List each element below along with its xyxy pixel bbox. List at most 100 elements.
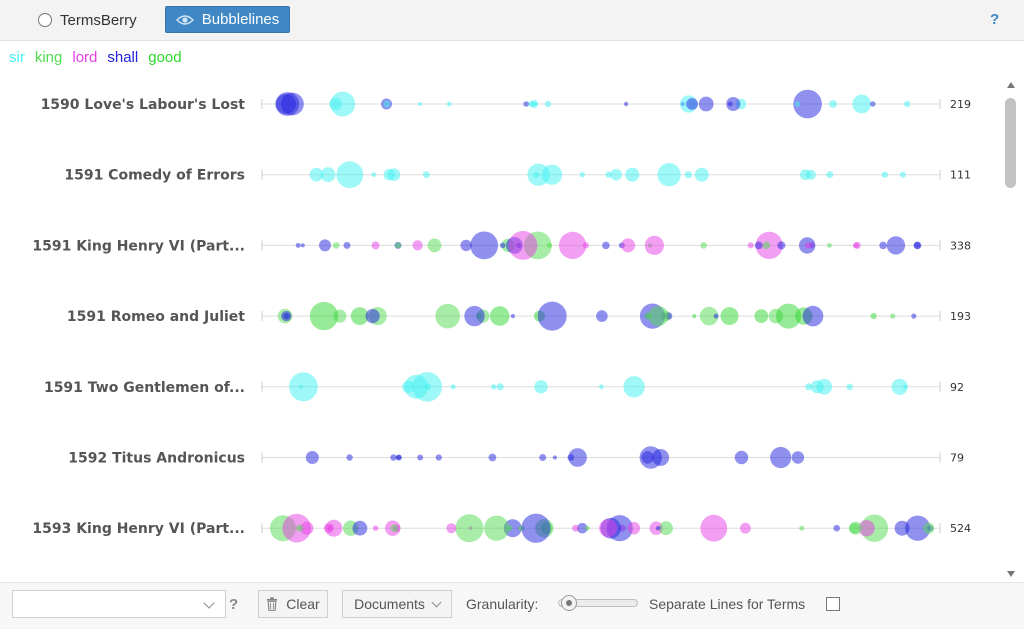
term-bubble[interactable]	[686, 98, 698, 110]
term-bubble[interactable]	[610, 168, 622, 181]
term-search-input[interactable]	[13, 591, 198, 617]
term-bubble[interactable]	[833, 524, 840, 532]
tab-bubblelines[interactable]: Bubblelines	[165, 6, 290, 33]
term-bubble[interactable]	[852, 94, 872, 114]
term-bubble[interactable]	[903, 384, 908, 389]
clear-button[interactable]: Clear	[258, 590, 328, 618]
term-bubble[interactable]	[395, 242, 402, 249]
term-bubble[interactable]	[791, 451, 805, 464]
term-bubble[interactable]	[295, 242, 301, 248]
term-bubble[interactable]	[281, 310, 292, 322]
term-bubble[interactable]	[447, 101, 452, 107]
term-bubble[interactable]	[599, 519, 618, 538]
term-bubble[interactable]	[387, 168, 401, 181]
term-bubble[interactable]	[734, 450, 749, 465]
document-label[interactable]: 1591 Romeo and Juliet	[67, 309, 245, 325]
tab-termsberry[interactable]: TermsBerry	[38, 9, 137, 31]
term-bubble[interactable]	[700, 242, 707, 249]
vertical-scrollbar[interactable]	[1004, 82, 1019, 577]
term-bubble[interactable]	[904, 100, 911, 108]
term-bubble[interactable]	[390, 454, 397, 461]
document-label[interactable]: 1591 King Henry VI (Part...	[32, 238, 245, 254]
term-bubble[interactable]	[762, 241, 771, 250]
term-bubble[interactable]	[853, 241, 861, 249]
term-bubble[interactable]	[699, 306, 719, 326]
term-bubble[interactable]	[577, 522, 588, 534]
term-bubble[interactable]	[568, 448, 587, 467]
term-bubble[interactable]	[599, 384, 604, 390]
term-bubble[interactable]	[726, 97, 741, 111]
term-bubble[interactable]	[330, 91, 356, 117]
term-bubble[interactable]	[305, 451, 319, 464]
term-bubble[interactable]	[455, 514, 484, 543]
term-bubble[interactable]	[623, 101, 629, 107]
term-bubble[interactable]	[365, 309, 380, 324]
term-bubble[interactable]	[424, 383, 432, 390]
term-bubble[interactable]	[464, 305, 485, 327]
term-bubble[interactable]	[905, 515, 931, 541]
document-label[interactable]: 1591 Two Gentlemen of...	[44, 380, 245, 396]
term-bubble[interactable]	[881, 171, 888, 178]
term-bubble[interactable]	[491, 384, 497, 390]
document-label[interactable]: 1591 Comedy of Errors	[64, 168, 245, 184]
term-bubble[interactable]	[694, 167, 709, 182]
term-bubble[interactable]	[484, 515, 510, 541]
term-bubble[interactable]	[648, 306, 669, 327]
term-bubble[interactable]	[800, 169, 811, 181]
term-bubble[interactable]	[805, 383, 813, 391]
term-bubble[interactable]	[319, 239, 331, 252]
term-bubble[interactable]	[412, 240, 423, 251]
term-bubble[interactable]	[352, 520, 368, 536]
term-bubble[interactable]	[537, 301, 567, 331]
term-bubble[interactable]	[488, 453, 497, 462]
term-bubble[interactable]	[700, 514, 728, 542]
document-label[interactable]: 1590 Love's Labour's Lost	[41, 97, 246, 113]
term-bubble[interactable]	[309, 167, 324, 182]
term-bubble[interactable]	[309, 301, 339, 331]
term-bubble[interactable]	[521, 513, 551, 543]
term-bubble[interactable]	[641, 451, 654, 464]
term-bubble[interactable]	[404, 374, 429, 399]
term-bubble[interactable]	[460, 239, 472, 252]
term-bubble[interactable]	[427, 238, 442, 253]
term-bubble[interactable]	[899, 171, 906, 178]
separate-lines-checkbox[interactable]	[826, 597, 840, 611]
term-bubble[interactable]	[323, 523, 334, 534]
scroll-thumb[interactable]	[1005, 98, 1016, 188]
term-bubble[interactable]	[559, 231, 587, 259]
term-bubble[interactable]	[371, 172, 377, 178]
term-bubble[interactable]	[747, 242, 754, 249]
term-bubble[interactable]	[625, 167, 640, 182]
term-search-combobox[interactable]	[12, 590, 226, 618]
term-bubble[interactable]	[533, 171, 540, 178]
term-bubble[interactable]	[450, 384, 456, 390]
term-bubble[interactable]	[627, 521, 641, 535]
term-bubble[interactable]	[289, 372, 318, 402]
term-bubble[interactable]	[804, 242, 812, 249]
term-bubble[interactable]	[534, 380, 548, 394]
term-bubble[interactable]	[684, 171, 693, 179]
term-bubble[interactable]	[489, 306, 510, 326]
term-bubble[interactable]	[507, 525, 513, 531]
term-bubble[interactable]	[496, 383, 504, 391]
term-bubble[interactable]	[300, 243, 305, 248]
scroll-down-arrow-icon[interactable]	[1007, 571, 1015, 577]
term-bubble[interactable]	[657, 163, 681, 187]
term-bubble[interactable]	[720, 307, 739, 326]
term-bubble[interactable]	[655, 525, 661, 531]
term-bubble[interactable]	[846, 383, 853, 390]
term-bubble[interactable]	[572, 524, 580, 532]
term-bubble[interactable]	[539, 454, 547, 461]
legend-term-shall[interactable]: shall	[107, 49, 139, 66]
term-help-icon[interactable]: ?	[229, 596, 239, 613]
term-bubble[interactable]	[435, 454, 442, 461]
term-bubble[interactable]	[343, 241, 351, 249]
term-bubble[interactable]	[754, 241, 763, 250]
term-bubble[interactable]	[371, 241, 380, 250]
term-bubble[interactable]	[275, 92, 300, 116]
term-bubble[interactable]	[776, 303, 801, 329]
term-bubble[interactable]	[777, 241, 786, 250]
document-label[interactable]: 1592 Titus Andronicus	[68, 451, 245, 467]
term-bubble[interactable]	[923, 522, 935, 534]
term-bubble[interactable]	[621, 238, 636, 253]
